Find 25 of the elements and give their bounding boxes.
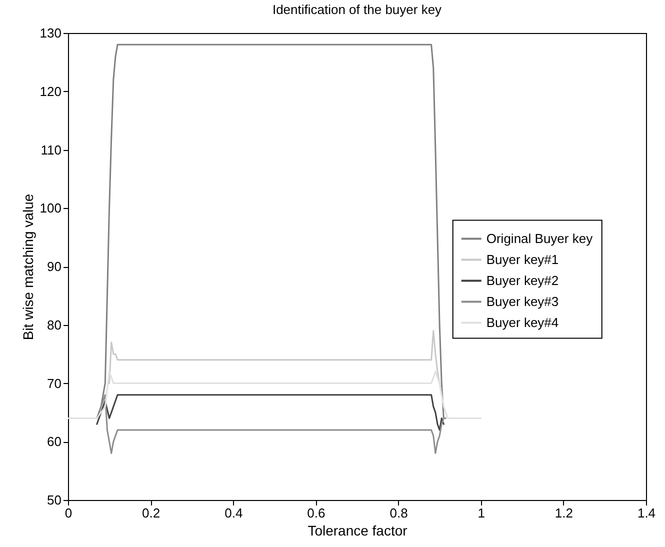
x-tick-label: 1: [478, 506, 485, 520]
x-tick-label: 1.4: [637, 506, 656, 520]
chart-title: Identification of the buyer key: [272, 2, 442, 17]
x-tick-label: 1.2: [554, 506, 573, 520]
x-tick-label: 0: [64, 506, 72, 520]
y-tick-label: 100: [40, 200, 62, 216]
y-tick-label: 50: [47, 492, 62, 508]
y-tick-label: 130: [40, 26, 62, 40]
legend-label: Buyer key#4: [486, 314, 559, 330]
x-tick-label: 0.8: [390, 506, 408, 520]
legend-label: Buyer key#1: [486, 252, 559, 267]
legend-label: Buyer key#3: [486, 294, 559, 309]
y-tick-label: 90: [47, 259, 62, 274]
y-tick-label: 60: [47, 434, 62, 450]
y-tick-label: 80: [47, 317, 62, 332]
legend-label: Original Buyer key: [486, 230, 594, 246]
x-tick-label: 0.4: [224, 506, 243, 520]
y-axis-title: Bit wise matching value: [20, 194, 36, 340]
legend-label: Buyer key#2: [486, 272, 559, 288]
x-tick-label: 0.2: [142, 506, 160, 520]
y-tick-label: 70: [47, 376, 62, 391]
y-tick-label: 110: [40, 142, 62, 158]
y-tick-label: 120: [40, 84, 62, 99]
x-axis-title: Tolerance factor: [308, 522, 408, 538]
x-tick-label: 0.6: [307, 506, 326, 520]
